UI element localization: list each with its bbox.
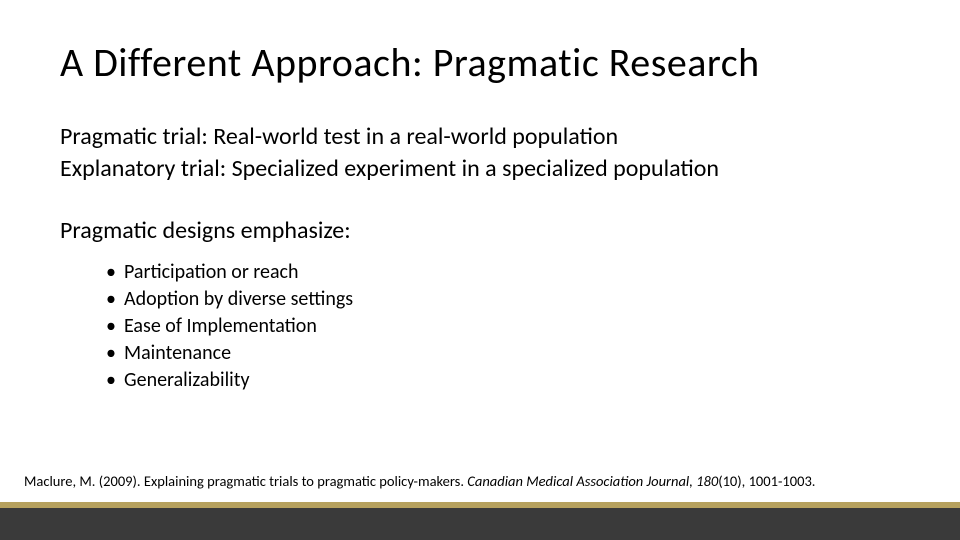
- list-item: Ease of Implementation: [106, 313, 900, 340]
- footer-bar: [0, 502, 960, 540]
- definitions-block: Pragmatic trial: Real-world test in a re…: [60, 121, 900, 186]
- slide-title: A Different Approach: Pragmatic Research: [60, 38, 900, 87]
- bullet-list: Participation or reach Adoption by diver…: [106, 259, 900, 394]
- citation-prefix: Maclure, M. (2009). Explaining pragmatic…: [24, 472, 467, 490]
- emphasize-heading: Pragmatic designs emphasize:: [60, 216, 900, 245]
- citation-suffix: (10), 1001-1003.: [718, 472, 815, 490]
- citation-italic: Canadian Medical Association Journal, 18…: [467, 472, 718, 490]
- citation: Maclure, M. (2009). Explaining pragmatic…: [24, 472, 936, 490]
- list-item: Participation or reach: [106, 259, 900, 286]
- slide: A Different Approach: Pragmatic Research…: [0, 0, 960, 540]
- list-item: Generalizability: [106, 367, 900, 394]
- list-item: Maintenance: [106, 340, 900, 367]
- definition-explanatory: Explanatory trial: Specialized experimen…: [60, 153, 900, 185]
- list-item: Adoption by diverse settings: [106, 286, 900, 313]
- definition-pragmatic: Pragmatic trial: Real-world test in a re…: [60, 121, 900, 153]
